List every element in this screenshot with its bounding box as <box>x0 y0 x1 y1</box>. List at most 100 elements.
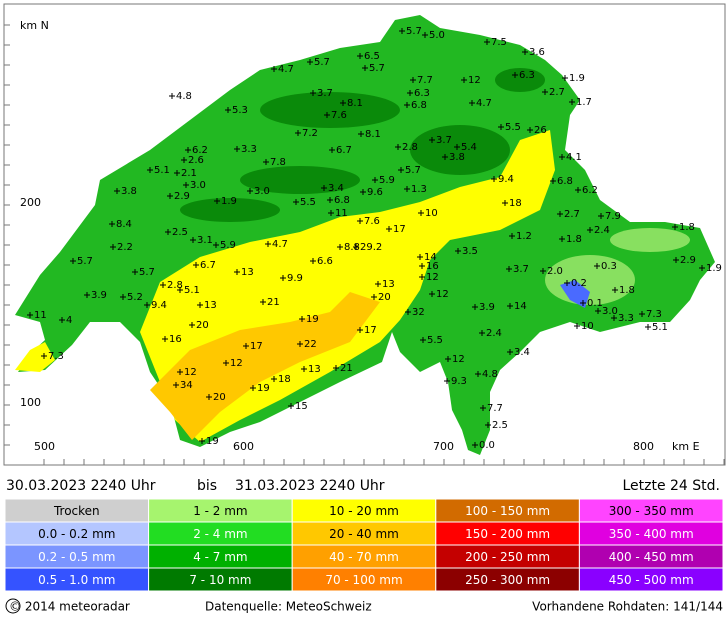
heavy-green-areas <box>180 68 545 222</box>
legend-label: 4 - 7 mm <box>193 550 247 564</box>
station-marker <box>27 312 33 318</box>
legend-swatch <box>578 567 724 592</box>
station-marker <box>522 49 528 55</box>
station-value: 20 <box>378 292 391 303</box>
station-marker <box>167 193 173 199</box>
station-marker <box>405 309 411 315</box>
station-value: 4.7 <box>278 64 294 75</box>
station-marker <box>327 197 333 203</box>
station-value: 10 <box>425 208 438 219</box>
station-marker <box>550 178 556 184</box>
station-value: 6.7 <box>336 145 352 156</box>
station-marker <box>419 274 425 280</box>
station-marker <box>120 294 126 300</box>
station-marker <box>144 302 150 308</box>
station-value: 2.8 <box>402 142 418 153</box>
orange-area <box>150 292 380 440</box>
station-value: 9.4 <box>151 300 167 311</box>
station-value: 20 <box>213 392 226 403</box>
station-marker <box>162 336 168 342</box>
raw-data: Vorhandene Rohdaten: 141/144 <box>532 600 723 614</box>
station-marker <box>280 275 286 281</box>
station-marker <box>353 244 359 250</box>
copyright: © 2014 meteoradar <box>9 600 130 614</box>
station-value: 8.4 <box>116 219 132 230</box>
station-marker <box>177 287 183 293</box>
station-marker <box>491 176 497 182</box>
station-value: 4.1 <box>566 152 582 163</box>
x-label: 500 <box>34 440 55 453</box>
station-value: 14 <box>424 252 437 263</box>
station-marker <box>293 199 299 205</box>
station-value: 3.0 <box>602 306 618 317</box>
station-marker <box>595 308 601 314</box>
station-marker <box>375 281 381 287</box>
legend-label: 1 - 2 mm <box>193 504 247 518</box>
station-value: 2.6 <box>188 155 204 166</box>
station-value: 3.3 <box>618 313 634 324</box>
station-value: 16 <box>426 261 439 272</box>
station-value: 3.9 <box>91 290 107 301</box>
station-value: 2.1 <box>181 168 197 179</box>
legend-label: 200 - 250 mm <box>465 550 550 564</box>
station-value: 9.4 <box>498 174 514 185</box>
station-marker <box>418 210 424 216</box>
station-marker <box>398 167 404 173</box>
stations: 5.7 5.07.53.65.76.55.74.74.87.7 12 6.3 1.93.… <box>27 26 722 451</box>
station-value: 13 <box>204 300 217 311</box>
station-marker <box>225 107 231 113</box>
station-marker <box>109 221 115 227</box>
station-value: 5.7 <box>139 267 155 278</box>
station-marker <box>444 378 450 384</box>
y-unit: km N <box>20 19 49 32</box>
station-marker <box>399 28 405 34</box>
period-end: 31.03.2023 2240 Uhr <box>235 478 385 494</box>
station-marker <box>569 99 575 105</box>
station-marker <box>169 93 175 99</box>
station-value: 3.4 <box>328 183 344 194</box>
station-value: 5.9 <box>379 175 395 186</box>
station-marker <box>417 254 423 260</box>
station-value: 5.7 <box>314 57 330 68</box>
legend-label: Trocken <box>53 504 100 518</box>
station-marker <box>484 39 490 45</box>
station-value: 6.2 <box>192 145 208 156</box>
station-value: 1.8 <box>566 234 582 245</box>
station-marker <box>288 403 294 409</box>
station-value: 13 <box>241 267 254 278</box>
station-marker <box>455 248 461 254</box>
station-value: 2.7 <box>564 209 580 220</box>
station-marker <box>41 353 47 359</box>
station-marker <box>639 311 645 317</box>
x-label: 600 <box>233 440 254 453</box>
station-marker <box>183 182 189 188</box>
station-value: 21 <box>340 363 353 374</box>
station-marker <box>110 244 116 250</box>
station-marker <box>160 282 166 288</box>
station-marker <box>362 65 368 71</box>
station-marker <box>645 324 651 330</box>
station-value: 0.1 <box>587 298 603 309</box>
station-marker <box>461 77 467 83</box>
station-marker <box>295 130 301 136</box>
station-marker <box>673 257 679 263</box>
station-marker <box>699 265 705 271</box>
station-marker <box>263 159 269 165</box>
station-marker <box>173 382 179 388</box>
station-value: 10 <box>581 321 594 332</box>
station-value: 3.3 <box>241 144 257 155</box>
station-marker <box>324 112 330 118</box>
station-value: 32 <box>412 307 425 318</box>
time-window: Letzte 24 Std. <box>622 478 720 494</box>
station-value: 3.4 <box>514 347 530 358</box>
station-value: 18 <box>509 198 522 209</box>
station-value: 20 <box>196 320 209 331</box>
station-marker <box>70 258 76 264</box>
x-label: 800 <box>633 440 654 453</box>
legend-label: 20 - 40 mm <box>329 527 399 541</box>
station-value: 1.8 <box>679 222 695 233</box>
station-value: 5.5 <box>505 122 521 133</box>
station-marker <box>506 266 512 272</box>
station-value: 2.4 <box>486 328 502 339</box>
station-marker <box>419 263 425 269</box>
